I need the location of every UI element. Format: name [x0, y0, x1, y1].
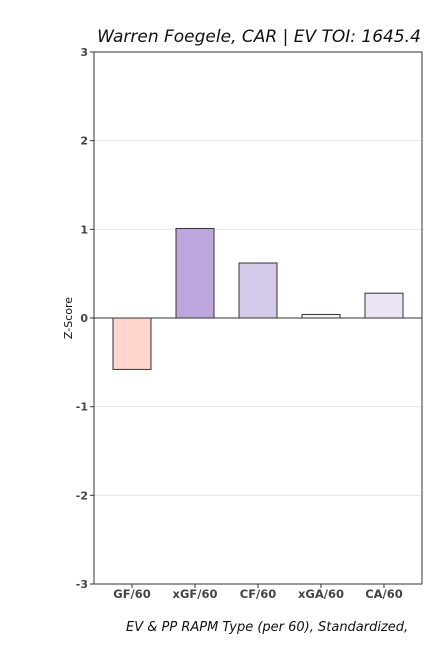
x-tick-label: CF/60 [240, 587, 277, 601]
x-tick-label: CA/60 [365, 587, 403, 601]
x-axis-label: EV & PP RAPM Type (per 60), Standardized… [126, 620, 408, 635]
y-tick-label: -3 [76, 578, 88, 591]
bar-gf-60 [112, 317, 152, 370]
bar-ca-60 [364, 292, 404, 319]
x-tick-label: xGF/60 [173, 587, 218, 601]
y-tick-label: 0 [80, 312, 88, 325]
y-tick-label: -2 [76, 489, 88, 502]
x-tick-label: GF/60 [113, 587, 151, 601]
x-tick-label: xGA/60 [298, 587, 344, 601]
x-axis-ticks: GF/60 xGF/60 CF/60 xGA/60 CA/60 [113, 584, 403, 601]
y-axis-label: Z-Score [62, 297, 75, 339]
y-axis-ticks: -3 -2 -1 0 1 2 3 [76, 46, 94, 591]
y-tick-label: -1 [76, 401, 88, 414]
bar-cf-60 [238, 262, 278, 319]
chart-title: Warren Foegele, CAR | EV TOI: 1645.4 [97, 27, 421, 47]
bar-xgf-60 [175, 227, 215, 319]
bars [112, 227, 404, 370]
bar-xga-60 [301, 313, 341, 319]
y-tick-label: 2 [80, 135, 88, 148]
y-tick-label: 3 [80, 46, 88, 59]
y-tick-label: 1 [80, 223, 88, 236]
